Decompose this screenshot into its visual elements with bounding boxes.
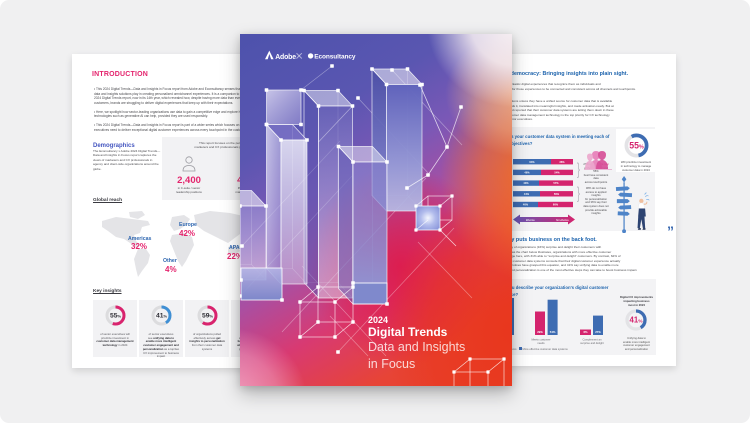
- svg-text:Not effective: Not effective: [556, 219, 569, 222]
- svg-text:Adobe: Adobe: [275, 54, 296, 61]
- svg-text:44%: 44%: [524, 192, 530, 196]
- svg-text:29%: 29%: [537, 330, 543, 334]
- svg-text:64%: 64%: [529, 160, 535, 164]
- svg-text:Complement an: Complement an: [583, 338, 602, 342]
- svg-text:needs: needs: [537, 341, 545, 345]
- svg-text:41%: 41%: [155, 313, 167, 320]
- svg-text:57%: 57%: [553, 181, 559, 185]
- svg-text:56%: 56%: [554, 192, 560, 196]
- svg-text:Effective: Effective: [526, 219, 535, 222]
- svg-text:Econsultancy: Econsultancy: [314, 54, 356, 61]
- svg-text:Meets customer: Meets customer: [531, 338, 550, 342]
- svg-text:60%: 60%: [553, 203, 559, 207]
- svg-text:46%: 46%: [524, 171, 530, 175]
- svg-text:27%: 27%: [595, 330, 601, 334]
- svg-text:54%: 54%: [554, 171, 560, 175]
- svg-text:59%: 59%: [201, 313, 213, 320]
- svg-text:54%: 54%: [550, 330, 556, 334]
- svg-text:40%: 40%: [523, 203, 529, 207]
- svg-text:41%: 41%: [630, 316, 644, 325]
- svg-text:55%: 55%: [109, 313, 121, 320]
- svg-text:36%: 36%: [559, 160, 565, 164]
- svg-text:55%: 55%: [629, 141, 644, 151]
- svg-text:43%: 43%: [523, 181, 529, 185]
- svg-text:surprise and delight: surprise and delight: [580, 341, 604, 345]
- svg-text:6%: 6%: [583, 330, 588, 334]
